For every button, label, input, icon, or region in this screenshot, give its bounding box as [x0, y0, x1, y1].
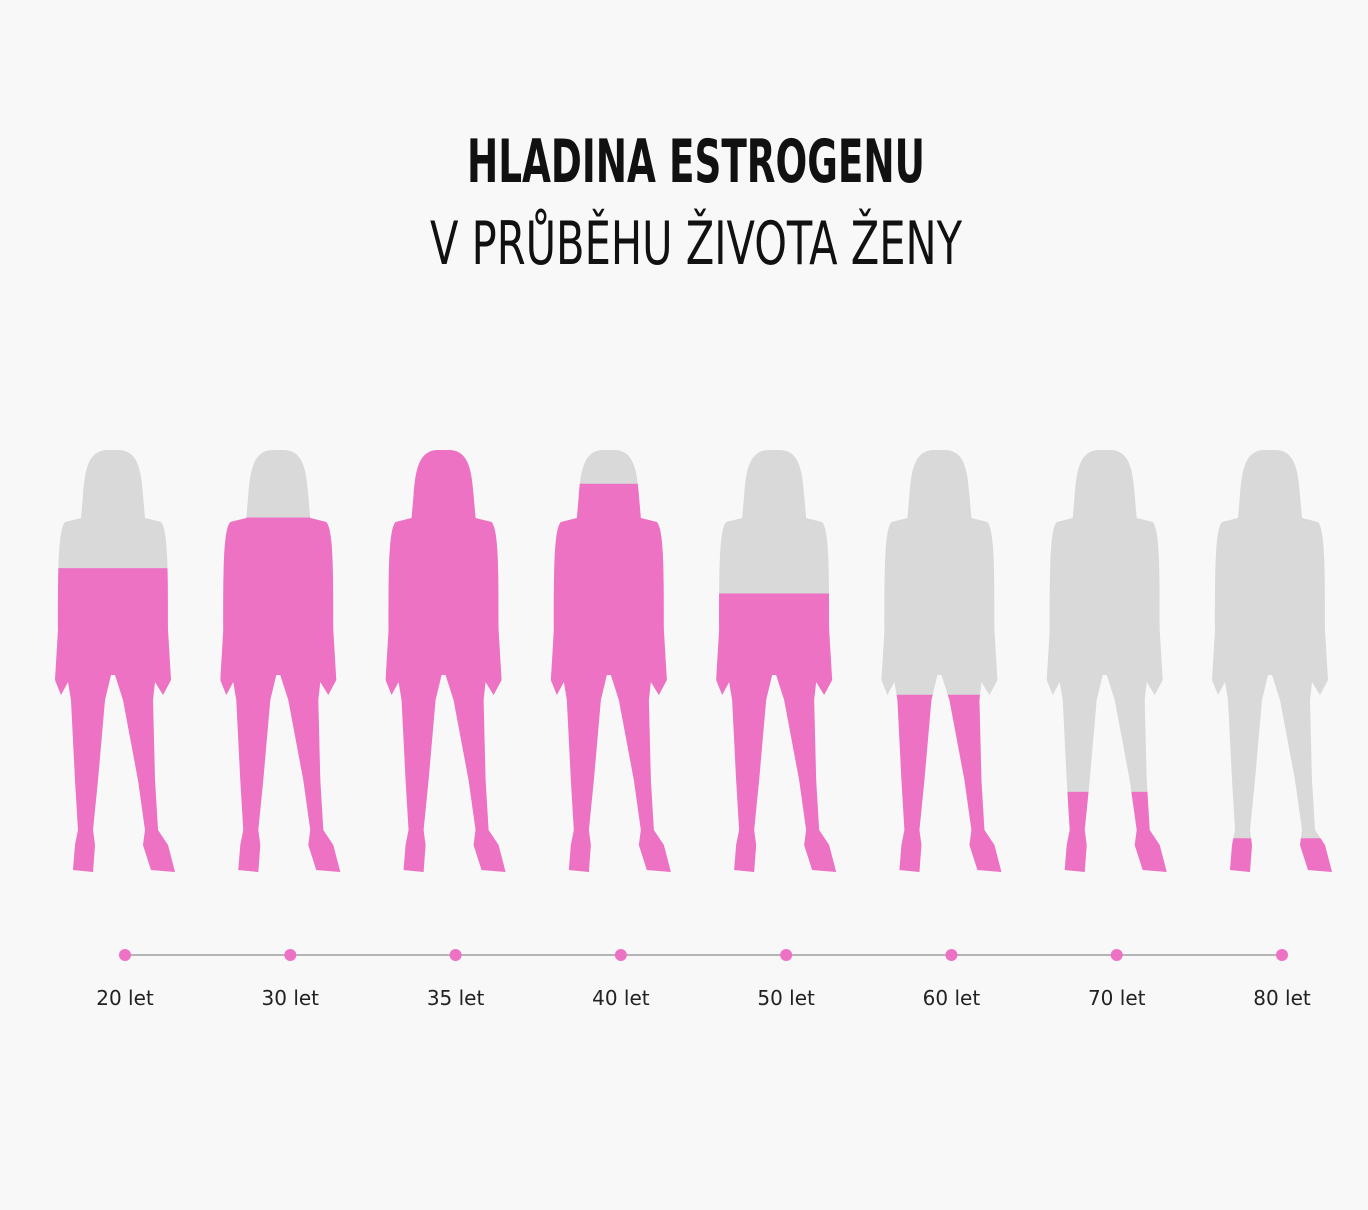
figure — [881, 450, 1002, 872]
figure-fill — [220, 517, 341, 872]
x-tick-label: 30 let — [262, 986, 320, 1010]
figure-fill — [55, 568, 175, 872]
figure — [385, 450, 506, 872]
figure — [550, 450, 671, 872]
chart-subtitle: V PRŮBĚHU ŽIVOTA ŽENY — [430, 207, 962, 279]
figure — [220, 450, 341, 872]
figure — [1212, 450, 1332, 872]
x-tick-label: 70 let — [1088, 986, 1146, 1010]
x-tick-label: 80 let — [1253, 986, 1311, 1010]
chart-title: HLADINA ESTROGENU — [467, 127, 925, 197]
figure-base — [1046, 450, 1167, 872]
figure-fill — [881, 694, 1002, 872]
timeline-dot — [449, 949, 462, 961]
figure-base — [1212, 450, 1332, 872]
timeline-dot — [614, 949, 627, 961]
timeline-dot — [1110, 949, 1123, 961]
figure-fill — [1212, 838, 1332, 872]
timeline-dot — [284, 949, 297, 961]
x-tick-label: 35 let — [427, 986, 485, 1010]
x-tick-label: 50 let — [757, 986, 815, 1010]
timeline-dot — [780, 949, 793, 961]
figure-fill — [1046, 791, 1167, 872]
figure-base — [881, 450, 1002, 872]
figure — [1046, 450, 1167, 872]
timeline-dot — [945, 949, 958, 961]
figure — [716, 450, 837, 872]
x-tick-label: 40 let — [592, 986, 650, 1010]
timeline-dot — [1276, 949, 1288, 961]
figure-fill — [550, 483, 671, 872]
x-tick-label: 20 let — [96, 986, 154, 1010]
x-tick-label: 60 let — [923, 986, 981, 1010]
figure — [55, 450, 175, 872]
figure-fill — [716, 593, 837, 872]
figure-fill — [385, 450, 506, 872]
timeline-dot — [119, 949, 131, 961]
